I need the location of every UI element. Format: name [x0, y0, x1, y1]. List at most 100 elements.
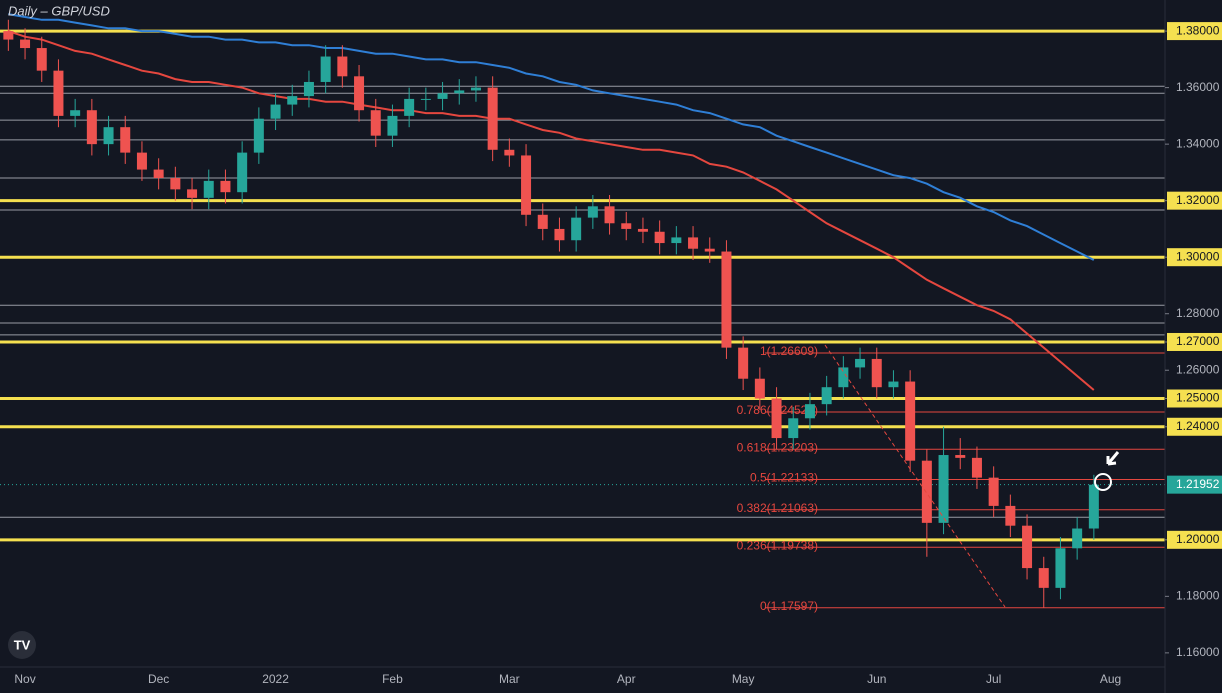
y-label-box	[1167, 530, 1222, 549]
candle-body	[354, 76, 365, 111]
x-tick-label: Aug	[1100, 672, 1121, 686]
y-label-box	[1167, 389, 1222, 408]
candle-body	[237, 152, 248, 193]
candle-body	[1072, 528, 1083, 549]
x-tick-label: Jul	[986, 672, 1001, 686]
candle-body	[671, 237, 682, 244]
candle-body	[1022, 525, 1033, 569]
chart-title: Daily – GBP/USD	[8, 3, 110, 18]
moving-average	[7, 30, 1095, 391]
y-tick-label: 1.26000	[1176, 362, 1220, 376]
y-label-box	[1167, 332, 1222, 351]
plot-area: 1(1.26609)0.786(1.24524)0.618(1.23203)0.…	[0, 13, 1165, 613]
last-price-box	[1167, 475, 1222, 494]
y-tick-label: 1.28000	[1176, 306, 1220, 320]
candle-body	[821, 387, 832, 405]
candle-body	[487, 87, 498, 150]
y-label-box	[1167, 417, 1222, 436]
candle-body	[621, 223, 632, 229]
x-tick-label: Nov	[14, 672, 35, 686]
candle-body	[988, 477, 999, 506]
candle-body	[187, 189, 198, 198]
candle-body	[20, 39, 31, 49]
candle-body	[738, 347, 749, 379]
candle-body	[654, 231, 665, 244]
candle-body	[804, 404, 815, 419]
candle-body	[604, 206, 615, 224]
y-tick-label: 1.25000	[1176, 391, 1220, 405]
candle-body	[404, 98, 415, 116]
candle-body	[253, 118, 264, 153]
candle-body	[587, 206, 598, 218]
candle-body	[1038, 568, 1049, 588]
y-tick-label: 1.20000	[1176, 532, 1220, 546]
candle-body	[788, 418, 799, 439]
fib-label: 0.236(1.19738)	[737, 538, 818, 552]
candle-body	[420, 98, 431, 100]
y-tick-label: 1.24000	[1176, 419, 1220, 433]
candle-body	[203, 180, 214, 198]
x-tick-label: Mar	[499, 672, 520, 686]
candle-body	[955, 455, 966, 458]
candle-body	[637, 228, 648, 232]
candle-body	[537, 214, 548, 229]
candle-body	[70, 110, 81, 116]
fib-label: 0(1.17597)	[760, 599, 818, 613]
candle-body	[1055, 548, 1066, 588]
y-tick-label: 1.38000	[1176, 23, 1220, 37]
candle-body	[470, 87, 481, 91]
y-tick-label: 1.36000	[1176, 80, 1220, 94]
y-tick-label: 1.32000	[1176, 193, 1220, 207]
candle-body	[721, 251, 732, 348]
candle-body	[905, 381, 916, 461]
candle-body	[387, 115, 398, 136]
y-label-box	[1167, 22, 1222, 41]
candle-body	[153, 169, 164, 179]
arrow	[1106, 451, 1120, 466]
candle-body	[320, 56, 331, 82]
candle-body	[855, 358, 866, 368]
x-tick-label: 2022	[262, 672, 289, 686]
candle-body	[554, 228, 565, 241]
candle-body	[871, 358, 882, 388]
fib-label: 0.618(1.23203)	[737, 440, 818, 454]
candle-body	[303, 81, 314, 97]
x-tick-label: Dec	[148, 672, 169, 686]
candle-body	[103, 127, 114, 145]
candle-body	[1088, 484, 1099, 529]
candle-body	[921, 460, 932, 523]
candle-body	[136, 152, 147, 170]
candle-body	[771, 398, 782, 439]
candle-body	[704, 248, 715, 252]
candle-body	[270, 104, 281, 119]
trend-line	[824, 344, 1006, 608]
y-label-box	[1167, 248, 1222, 267]
candle-body	[437, 93, 448, 99]
candle-body	[170, 178, 181, 190]
candle-body	[3, 31, 14, 40]
y-tick-label: 1.30000	[1176, 249, 1220, 263]
candle-body	[838, 367, 849, 388]
candle-body	[220, 180, 231, 193]
fib-label: 1(1.26609)	[760, 344, 818, 358]
logo: TV	[8, 631, 36, 659]
y-tick-label: 1.27000	[1176, 334, 1220, 348]
candle-body	[938, 455, 949, 523]
candle-body	[53, 70, 64, 116]
candle-body	[521, 155, 532, 215]
y-tick-label: 1.16000	[1176, 645, 1220, 659]
candle-body	[754, 378, 765, 399]
candle-body	[504, 149, 515, 156]
candle-body	[36, 48, 47, 71]
highlight-circle	[1094, 473, 1112, 491]
svg-text:TV: TV	[14, 637, 31, 652]
y-tick-label: 1.34000	[1176, 136, 1220, 150]
x-tick-label: Jun	[867, 672, 886, 686]
x-tick-label: Apr	[617, 672, 636, 686]
candle-body	[370, 110, 381, 136]
candle-body	[120, 127, 131, 153]
candle-body	[337, 56, 348, 77]
